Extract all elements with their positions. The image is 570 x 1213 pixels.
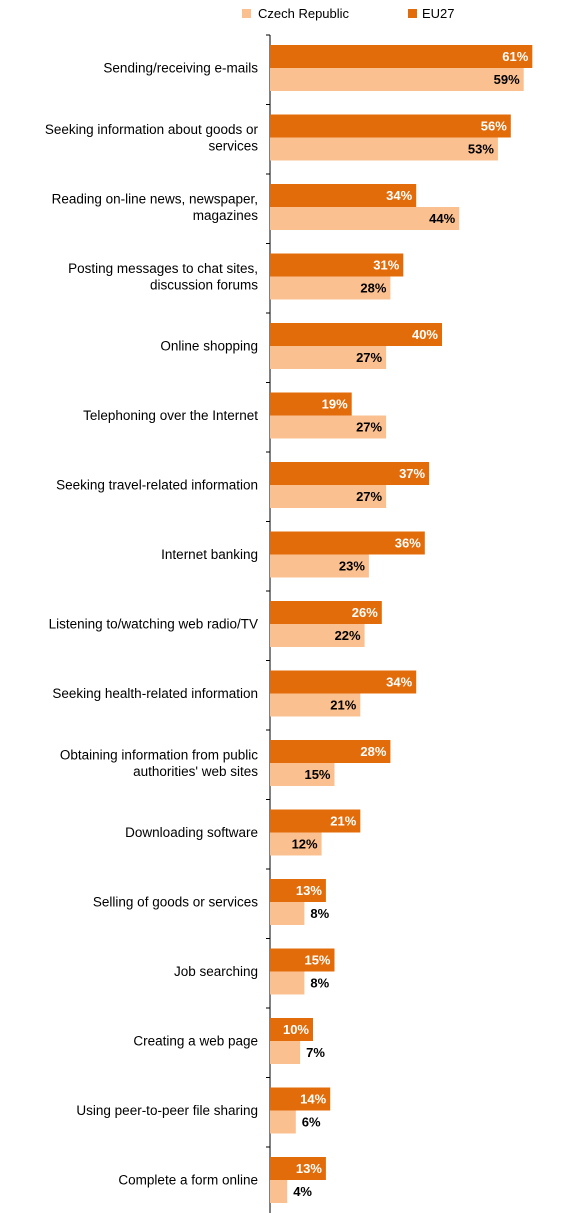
data-label-eu27: 10% <box>283 1022 309 1037</box>
data-label-eu27: 15% <box>304 953 330 968</box>
data-label-eu27: 19% <box>322 397 348 412</box>
category-label: services <box>208 138 258 153</box>
bar-eu27 <box>270 323 442 346</box>
data-label-czech-republic: 27% <box>356 489 382 504</box>
bar-czech-republic <box>270 763 335 786</box>
category-label: magazines <box>193 208 259 223</box>
data-label-czech-republic: 8% <box>310 976 329 991</box>
data-label-eu27: 40% <box>412 327 438 342</box>
data-label-czech-republic: 6% <box>302 1115 321 1130</box>
category-label: Seeking information about goods or <box>45 122 259 137</box>
data-label-czech-republic: 12% <box>292 837 318 852</box>
bar-czech-republic <box>270 485 387 508</box>
data-label-eu27: 13% <box>296 1161 322 1176</box>
bar-czech-republic <box>270 1041 301 1064</box>
bar-eu27 <box>270 114 511 138</box>
bar-eu27 <box>270 879 326 902</box>
legend-swatch-czech-republic <box>242 9 251 18</box>
bar-eu27 <box>270 809 361 833</box>
bar-eu27 <box>270 948 335 972</box>
data-label-eu27: 34% <box>386 188 412 203</box>
bar-eu27 <box>270 253 404 277</box>
bar-czech-republic <box>270 693 361 717</box>
bar-eu27 <box>270 462 430 485</box>
category-label: Posting messages to chat sites, <box>68 261 258 276</box>
category-label: Internet banking <box>161 547 258 562</box>
data-label-eu27: 14% <box>300 1092 326 1107</box>
data-label-czech-republic: 15% <box>304 767 330 782</box>
data-label-czech-republic: 27% <box>356 420 382 435</box>
bar-czech-republic <box>270 415 387 439</box>
data-label-eu27: 34% <box>386 675 412 690</box>
data-label-czech-republic: 23% <box>339 559 365 574</box>
category-label: Reading on-line news, newspaper, <box>52 191 258 206</box>
category-label: Seeking health-related information <box>52 686 258 701</box>
bar-czech-republic <box>270 1180 288 1203</box>
data-label-czech-republic: 28% <box>360 281 386 296</box>
bar-czech-republic <box>270 832 322 856</box>
category-label: authorities' web sites <box>133 764 258 779</box>
bar-czech-republic <box>270 624 365 647</box>
bar-czech-republic <box>270 276 391 300</box>
bar-eu27 <box>270 392 352 416</box>
data-label-czech-republic: 8% <box>310 906 329 921</box>
bar-eu27 <box>270 1157 326 1180</box>
data-label-eu27: 36% <box>395 536 421 551</box>
data-label-czech-republic: 7% <box>306 1045 325 1060</box>
bar-czech-republic <box>270 554 369 578</box>
category-label: Using peer-to-peer file sharing <box>76 1103 258 1118</box>
data-label-eu27: 37% <box>399 466 425 481</box>
bar-czech-republic <box>270 207 460 230</box>
bar-czech-republic <box>270 1110 296 1134</box>
category-label: Creating a web page <box>133 1034 258 1049</box>
data-label-czech-republic: 22% <box>335 628 361 643</box>
category-label: Job searching <box>174 964 258 979</box>
data-label-eu27: 61% <box>502 49 528 64</box>
category-label: Telephoning over the Internet <box>83 408 258 423</box>
data-label-czech-republic: 59% <box>494 72 520 87</box>
bar-eu27 <box>270 184 417 207</box>
bar-eu27 <box>270 740 391 763</box>
bar-czech-republic <box>270 346 387 369</box>
bar-czech-republic <box>270 971 305 995</box>
category-label: Online shopping <box>160 339 258 354</box>
category-label: Listening to/watching web radio/TV <box>49 617 258 632</box>
category-label: Seeking travel-related information <box>56 478 258 493</box>
plot-area: Sending/receiving e-mails 61% 59% Seeking i… <box>45 34 533 1213</box>
data-label-czech-republic: 4% <box>293 1184 312 1199</box>
data-label-eu27: 26% <box>352 605 378 620</box>
data-label-eu27: 56% <box>481 119 507 134</box>
bar-czech-republic <box>270 68 524 91</box>
category-label: discussion forums <box>150 277 258 292</box>
bar-eu27 <box>270 531 425 555</box>
category-label: Obtaining information from public <box>60 747 258 762</box>
data-label-czech-republic: 21% <box>330 698 356 713</box>
data-label-czech-republic: 53% <box>468 142 494 157</box>
data-label-czech-republic: 27% <box>356 350 382 365</box>
category-label: Selling of goods or services <box>93 895 258 910</box>
data-label-eu27: 31% <box>373 258 399 273</box>
category-label: Downloading software <box>125 825 258 840</box>
data-label-eu27: 28% <box>360 744 386 759</box>
bar-eu27 <box>270 45 533 68</box>
bar-eu27 <box>270 1018 313 1041</box>
legend-swatch-eu27 <box>408 9 417 18</box>
data-label-czech-republic: 44% <box>429 211 455 226</box>
bar-eu27 <box>270 601 382 624</box>
legend: Czech Republic EU27 <box>242 6 455 21</box>
bar-czech-republic <box>270 137 498 161</box>
legend-label-eu27: EU27 <box>422 6 455 21</box>
bar-czech-republic <box>270 902 305 925</box>
bar-eu27 <box>270 1087 331 1111</box>
category-label: Complete a form online <box>118 1173 258 1188</box>
legend-label-czech-republic: Czech Republic <box>258 6 350 21</box>
data-label-eu27: 21% <box>330 814 356 829</box>
category-label: Sending/receiving e-mails <box>103 61 258 76</box>
bar-eu27 <box>270 670 417 694</box>
data-label-eu27: 13% <box>296 883 322 898</box>
